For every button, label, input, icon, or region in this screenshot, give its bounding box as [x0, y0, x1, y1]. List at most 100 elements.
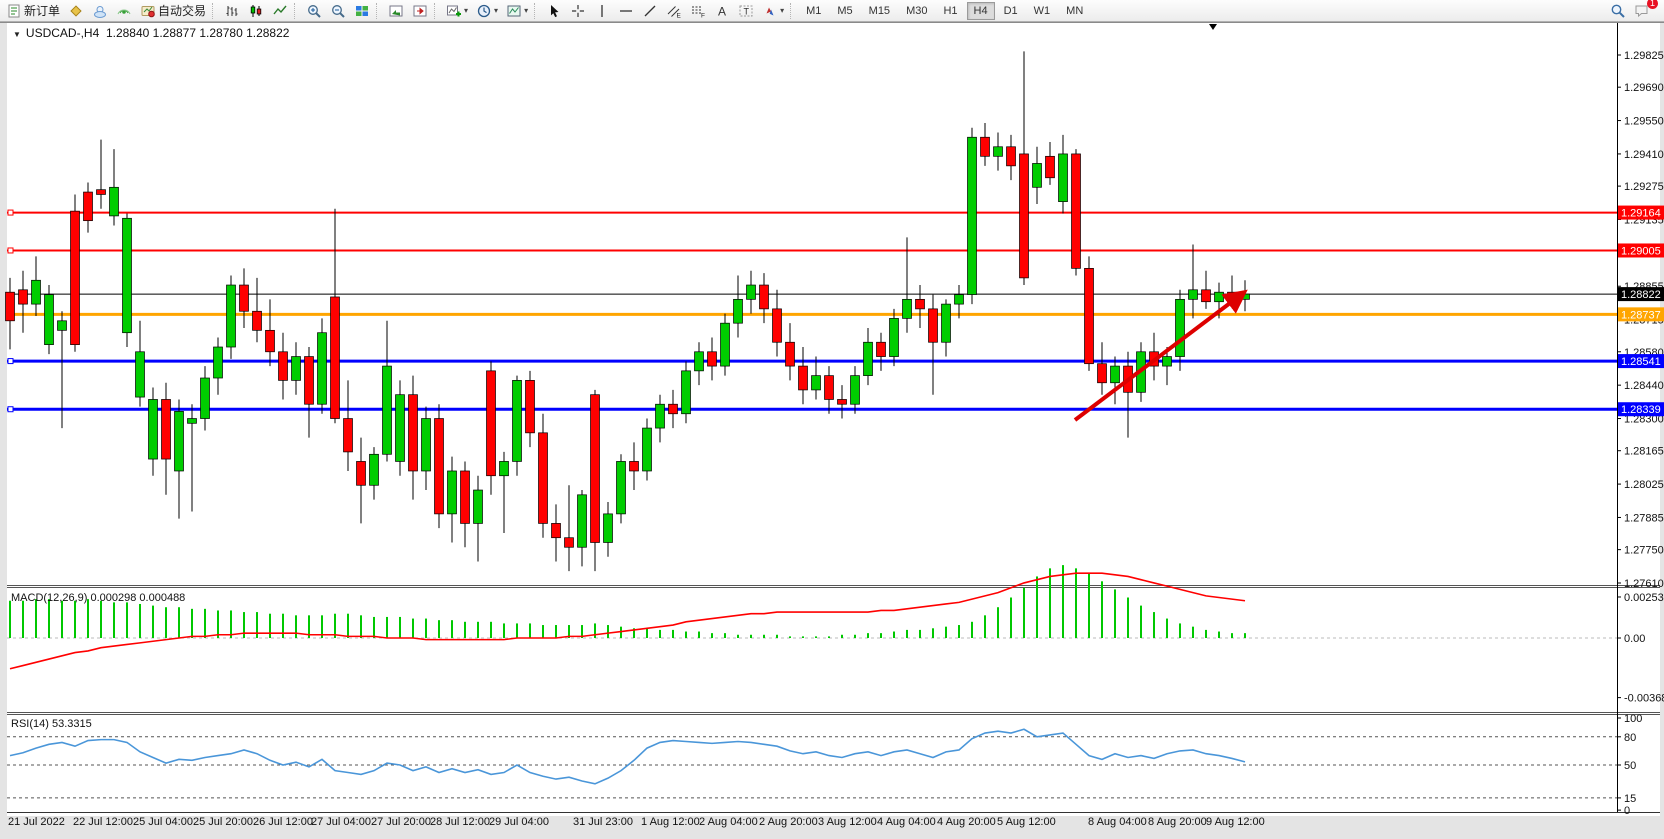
periods-button[interactable]: ▾	[472, 0, 502, 22]
svg-text:F: F	[701, 12, 705, 19]
crosshair-button[interactable]	[566, 0, 590, 22]
candle	[746, 284, 756, 300]
candle	[1162, 356, 1172, 367]
candle	[915, 298, 925, 310]
search-button[interactable]	[1606, 0, 1630, 22]
auto-scroll-button[interactable]	[384, 0, 408, 22]
candle	[174, 411, 184, 472]
channel-icon: E	[667, 5, 682, 19]
svg-text:1.29690: 1.29690	[1624, 82, 1664, 94]
candle	[70, 210, 80, 345]
text-button[interactable]: A	[710, 0, 734, 22]
fibonacci-button[interactable]: F	[686, 0, 710, 22]
signals-button[interactable]	[112, 0, 136, 22]
chart-canvas[interactable]: 1.29825 1.29690 1.29550 1.29410 1.29275 1.291…	[0, 22, 1664, 839]
candle	[421, 418, 431, 472]
candle-chart-button[interactable]	[244, 0, 268, 22]
svg-text:8 Aug 04:00: 8 Aug 04:00	[1088, 816, 1147, 828]
templates-button[interactable]: ▾	[502, 0, 532, 22]
candle	[772, 308, 782, 343]
arrows-button[interactable]: ▾	[758, 0, 788, 22]
textA-icon: A	[718, 4, 726, 18]
hline-icon	[620, 9, 633, 12]
svg-text:1.27610: 1.27610	[1624, 578, 1664, 590]
autotrading-button[interactable]: 自动交易	[136, 0, 210, 22]
toolbar-separator	[434, 2, 440, 19]
svg-text:15: 15	[1624, 793, 1636, 805]
candle	[902, 298, 912, 319]
svg-text:1.29164: 1.29164	[1621, 208, 1661, 220]
timeframe-m1-button[interactable]: M1	[806, 4, 822, 17]
chart-window-button[interactable]	[64, 0, 88, 22]
timeframe-h1-button[interactable]: H1	[943, 4, 958, 17]
timeframe-m15-button[interactable]: M15	[868, 4, 891, 17]
timeframe-d1-button[interactable]: D1	[1003, 4, 1018, 17]
svg-text:T: T	[744, 6, 750, 16]
candle	[161, 399, 171, 460]
candle	[733, 298, 743, 324]
gold-icon	[70, 4, 82, 17]
notifications-button[interactable]: 1	[1630, 0, 1658, 22]
candle	[83, 191, 93, 222]
svg-text:1.29550: 1.29550	[1624, 116, 1664, 128]
toolbar-group	[220, 0, 292, 22]
candle	[525, 380, 535, 434]
chart-shift-button[interactable]	[408, 0, 432, 22]
zoomin-icon	[308, 4, 321, 18]
candle	[395, 394, 405, 462]
candle	[616, 461, 626, 515]
candle	[785, 341, 795, 367]
timeframe-h4-button[interactable]: H4	[966, 1, 995, 20]
candle	[96, 189, 106, 195]
vertical-line-button[interactable]	[590, 0, 614, 22]
template-icon	[507, 5, 521, 16]
tile-windows-button[interactable]	[350, 0, 374, 22]
indicators-button[interactable]: ▾	[442, 0, 472, 22]
chart-shift-marker[interactable]	[1209, 24, 1217, 30]
toolbar: 新订单 自动交易 ▾ ▾ ▾ E F A T ▾ M1 M5 M15 M30 H1 H4 D1 W1 MN 1	[0, 0, 1664, 22]
zoom-in-button[interactable]	[302, 0, 326, 22]
svg-text:5 Aug 12:00: 5 Aug 12:00	[997, 816, 1056, 828]
timeframe-mn-button[interactable]: MN	[1066, 4, 1084, 17]
svg-text:50: 50	[1624, 760, 1636, 772]
line-chart-button[interactable]	[268, 0, 292, 22]
candle	[122, 217, 132, 334]
candle	[720, 322, 730, 367]
svg-text:1.27885: 1.27885	[1624, 512, 1664, 524]
line-anchor-handle[interactable]	[7, 209, 14, 216]
market-watch-button[interactable]	[88, 0, 112, 22]
macd-signal-line	[9, 572, 1246, 670]
candle	[343, 418, 353, 453]
channel-button[interactable]: E	[662, 0, 686, 22]
svg-text:0.002532: 0.002532	[1624, 592, 1664, 604]
timeframe-w1-button[interactable]: W1	[1033, 4, 1051, 17]
candle	[1110, 365, 1120, 384]
candle	[304, 356, 314, 405]
line-anchor-handle[interactable]	[7, 406, 14, 413]
candle	[564, 537, 574, 548]
trend-arrow-annotation[interactable]	[1073, 289, 1248, 422]
zoom-out-button[interactable]	[326, 0, 350, 22]
new-order-button[interactable]: 新订单	[2, 0, 64, 22]
timeframe-m5-button[interactable]: M5	[837, 4, 853, 17]
candle	[876, 341, 886, 357]
cursor-button[interactable]	[542, 0, 566, 22]
bar-chart-button[interactable]	[220, 0, 244, 22]
candle	[811, 375, 821, 391]
chart-ohlc-quotes: 1.28840 1.28877 1.28780 1.28822	[105, 26, 290, 40]
svg-text:1.29275: 1.29275	[1624, 181, 1664, 193]
candle	[759, 284, 769, 310]
crosshair-icon	[572, 4, 585, 17]
line-anchor-handle[interactable]	[7, 358, 14, 365]
candle	[447, 470, 457, 515]
timeframe-m30-button[interactable]: M30	[906, 4, 928, 17]
price-badge	[1618, 402, 1664, 417]
trendline-button[interactable]	[638, 0, 662, 22]
text-label-button[interactable]: T	[734, 0, 758, 22]
horizontal-line-button[interactable]	[614, 0, 638, 22]
chart-dropdown-icon[interactable]: ▼	[13, 30, 21, 39]
svg-text:1.28165: 1.28165	[1624, 446, 1664, 458]
candle	[1214, 291, 1224, 303]
line-anchor-handle[interactable]	[7, 247, 14, 254]
